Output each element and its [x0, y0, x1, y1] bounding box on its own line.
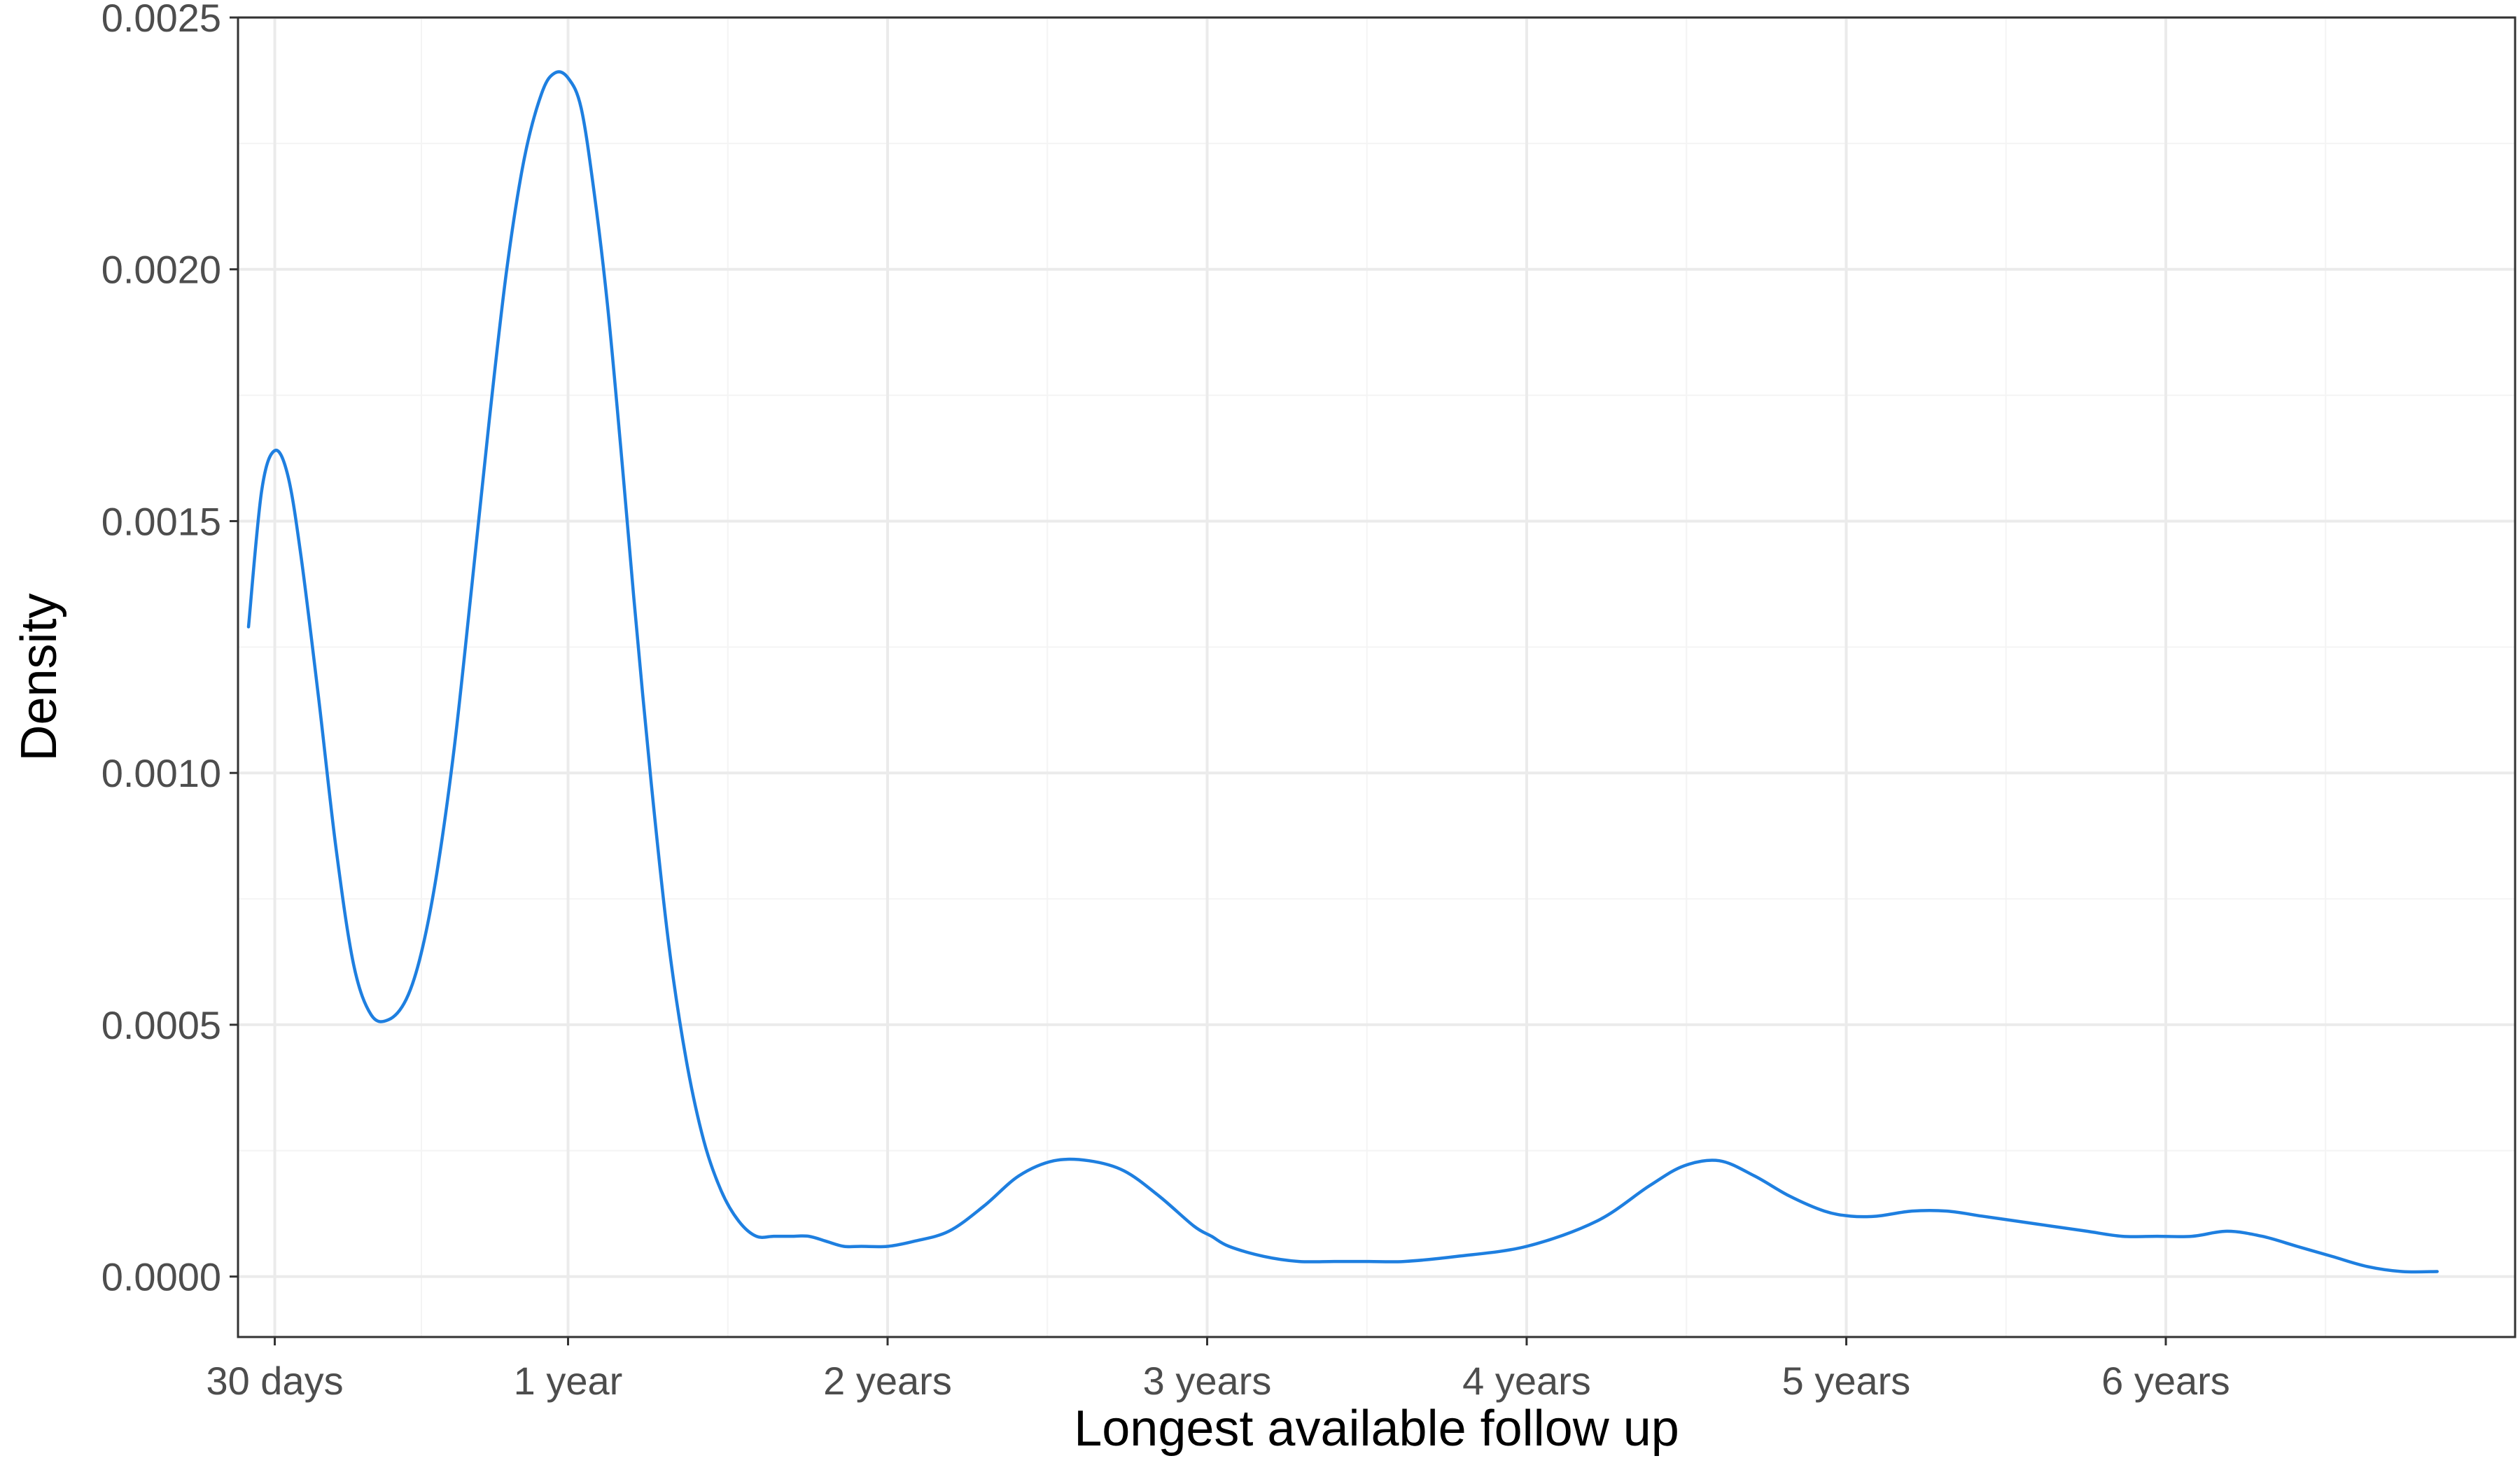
tick-layer: 0.0000 0.0005 0.0010 0.0015 0.0020 0.0025 30 d…	[102, 0, 2230, 1403]
x-tick-label-3: 3 years	[1143, 1359, 1272, 1403]
x-tick-label-0: 30 days	[206, 1359, 343, 1403]
x-axis-title: Longest available follow up	[1074, 1401, 1679, 1457]
panel-border	[237, 16, 2516, 1338]
grid-layer	[238, 16, 2515, 1337]
y-tick-label-1: 0.0005	[102, 1003, 221, 1047]
x-tick-label-2: 2 years	[823, 1359, 952, 1403]
x-tick-label-5: 5 years	[1782, 1359, 1911, 1403]
x-tick-label-4: 4 years	[1462, 1359, 1591, 1403]
y-tick-label-4: 0.0020	[102, 248, 221, 292]
y-tick-label-0: 0.0000	[102, 1255, 221, 1299]
density-series-line-0	[246, 70, 2439, 1274]
y-tick-label-5: 0.0025	[102, 0, 221, 40]
y-axis-title: Density	[11, 593, 67, 761]
x-tick-label-1: 1 year	[514, 1359, 623, 1403]
x-tick-label-6: 6 years	[2101, 1359, 2230, 1403]
y-tick-label-3: 0.0015	[102, 499, 221, 543]
series-layer	[246, 70, 2439, 1274]
y-tick-label-2: 0.0010	[102, 751, 221, 795]
